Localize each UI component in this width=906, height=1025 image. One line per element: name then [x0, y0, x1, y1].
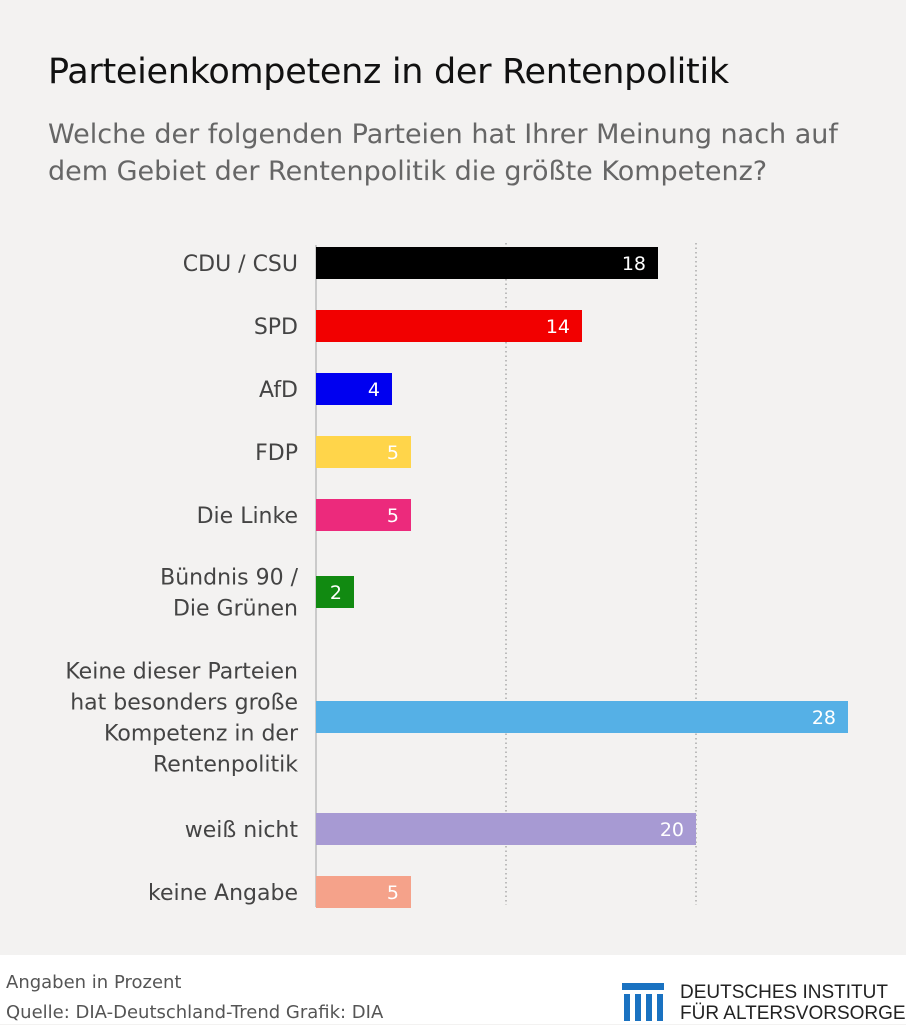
dia-logo-icon: [622, 983, 664, 1021]
category-label: FDP: [255, 441, 298, 466]
category-label: SPD: [254, 315, 298, 340]
data-label: 5: [387, 442, 399, 464]
bar: [316, 576, 354, 608]
data-label: 14: [546, 316, 570, 338]
data-label: 5: [387, 882, 399, 904]
logo-text-line2: FÜR ALTERSVORSORGE: [680, 1003, 906, 1024]
footer: [0, 955, 906, 1024]
data-label: 4: [368, 379, 380, 401]
category-label: AfD: [259, 378, 298, 403]
bar: [316, 876, 411, 908]
bar: [316, 373, 392, 405]
source-note: Quelle: DIA-Deutschland-Trend Grafik: DI…: [6, 1002, 384, 1023]
bar: [316, 813, 696, 845]
chart-title: Parteienkompetenz in der Rentenpolitik: [48, 52, 729, 92]
category-label: hat besonders große: [70, 691, 298, 716]
logo-text-line1: DEUTSCHES INSTITUT: [680, 982, 888, 1003]
category-label: Die Linke: [197, 504, 298, 529]
bar: [316, 499, 411, 531]
data-label: 20: [660, 819, 684, 841]
bar: [316, 247, 658, 279]
bar: [316, 310, 582, 342]
category-label: Bündnis 90 /: [160, 566, 298, 591]
data-label: 28: [812, 707, 836, 729]
category-label: Die Grünen: [173, 597, 298, 622]
category-label: weiß nicht: [185, 818, 299, 843]
category-label: CDU / CSU: [183, 252, 298, 277]
data-label: 18: [622, 253, 646, 275]
category-label: Kompetenz in der: [104, 722, 299, 747]
data-label: 2: [330, 582, 342, 604]
unit-note: Angaben in Prozent: [6, 972, 182, 993]
chart-subtitle: Welche der folgenden Parteien hat Ihrer …: [48, 119, 838, 187]
bar: [316, 436, 411, 468]
bar: [316, 701, 848, 733]
category-label: keine Angabe: [148, 881, 298, 906]
category-label: Keine dieser Parteien: [65, 660, 298, 685]
bar-chart: 18 CDU / CSU 14 SPD 4 AfD 5 FDP 5 Die Linke 2 Bündn…: [65, 243, 848, 908]
category-label: Rentenpolitik: [153, 753, 298, 778]
data-label: 5: [387, 505, 399, 527]
